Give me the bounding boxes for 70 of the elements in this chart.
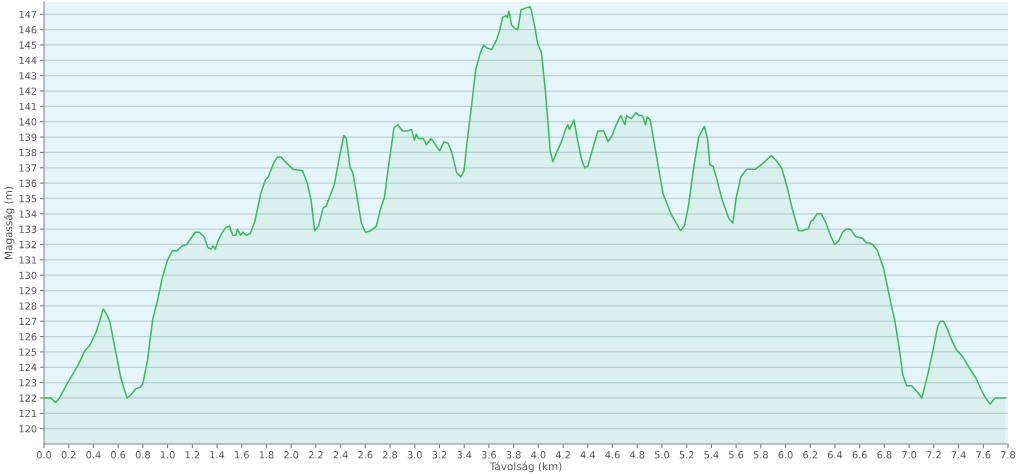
x-tick-label: 5.4 xyxy=(704,451,719,459)
x-tick-label: 5.2 xyxy=(679,451,694,459)
y-tick-label: 138 xyxy=(19,148,37,157)
y-tick-label: 129 xyxy=(19,287,37,295)
x-tick-label: 4.4 xyxy=(580,451,595,459)
y-tick-label: 127 xyxy=(19,317,37,325)
x-tick-label: 2.0 xyxy=(284,451,299,459)
y-tick-label: 131 xyxy=(19,256,37,264)
x-tick-label: 0.0 xyxy=(36,451,52,459)
x-tick-label: 1.0 xyxy=(160,451,175,459)
y-tick-label: 132 xyxy=(19,240,37,249)
x-tick-label: 1.8 xyxy=(259,451,274,459)
y-tick-label: 135 xyxy=(19,194,37,203)
x-tick-label: 0.8 xyxy=(135,451,150,459)
x-tick-label: 6.0 xyxy=(778,451,793,459)
y-tick-label: 133 xyxy=(19,225,37,233)
x-tick-label: 2.2 xyxy=(308,451,323,459)
x-tick-label: 6.8 xyxy=(877,451,892,459)
y-tick-label: 130 xyxy=(19,271,37,280)
y-tick-label: 120 xyxy=(19,425,37,433)
x-tick-label: 3.6 xyxy=(481,451,497,459)
x-tick-label: 7.8 xyxy=(1001,451,1016,459)
y-tick-label: 143 xyxy=(19,72,37,80)
y-axis-title: Magasság (m) xyxy=(3,186,15,259)
x-tick-label: 4.6 xyxy=(605,451,620,459)
x-tick-label: 4.0 xyxy=(531,451,546,459)
x-tick-label: 4.2 xyxy=(555,451,570,459)
y-tick-label: 121 xyxy=(19,409,37,417)
x-tick-label: 0.6 xyxy=(111,451,126,459)
y-tick-label: 140 xyxy=(19,118,37,126)
x-tick-label: 1.2 xyxy=(185,451,200,459)
y-tick-label: 141 xyxy=(19,102,37,111)
y-tick-label: 122 xyxy=(19,394,37,402)
x-tick-label: 2.6 xyxy=(358,451,373,459)
y-tick-label: 146 xyxy=(19,26,37,34)
y-tick-label: 126 xyxy=(19,333,37,341)
x-tick-label: 7.2 xyxy=(926,451,941,459)
y-tick-label: 144 xyxy=(19,56,37,65)
x-tick-label: 5.6 xyxy=(729,451,744,459)
x-tick-label: 2.4 xyxy=(333,451,348,459)
y-tick-label: 124 xyxy=(19,363,37,371)
x-tick-label: 7.4 xyxy=(951,451,966,459)
x-tick-label: 5.0 xyxy=(654,451,670,459)
y-tick-label: 134 xyxy=(19,210,37,218)
x-tick-label: 6.6 xyxy=(852,451,867,459)
x-tick-label: 3.2 xyxy=(432,451,447,459)
x-tick-label: 5.8 xyxy=(753,451,768,459)
y-tick-label: 147 xyxy=(19,10,37,18)
y-tick-label: 142 xyxy=(19,87,37,95)
x-axis-title: Távolság (km) xyxy=(489,461,562,473)
x-tick-label: 6.2 xyxy=(803,451,818,459)
y-tick-label: 128 xyxy=(19,302,37,310)
y-tick-label: 136 xyxy=(19,179,37,187)
x-tick-label: 3.4 xyxy=(457,451,472,459)
y-tick-label: 123 xyxy=(19,379,37,387)
x-tick-label: 0.4 xyxy=(86,451,101,459)
y-tick-label: 145 xyxy=(19,41,37,49)
x-tick-label: 6.4 xyxy=(827,451,843,459)
x-tick-label: 7.6 xyxy=(976,451,991,459)
x-tick-label: 7.0 xyxy=(902,451,917,459)
x-tick-label: 0.2 xyxy=(61,451,76,459)
y-tick-label: 125 xyxy=(19,348,37,356)
x-tick-label: 2.8 xyxy=(383,451,398,459)
y-tick-label: 137 xyxy=(19,164,37,172)
x-tick-label: 1.6 xyxy=(235,451,249,459)
x-tick-label: 3.0 xyxy=(407,451,422,459)
x-tick-label: 1.4 xyxy=(210,451,225,459)
y-tick-label: 139 xyxy=(19,133,37,141)
x-tick-label: 3.8 xyxy=(506,451,521,459)
x-tick-label: 4.8 xyxy=(629,451,645,459)
